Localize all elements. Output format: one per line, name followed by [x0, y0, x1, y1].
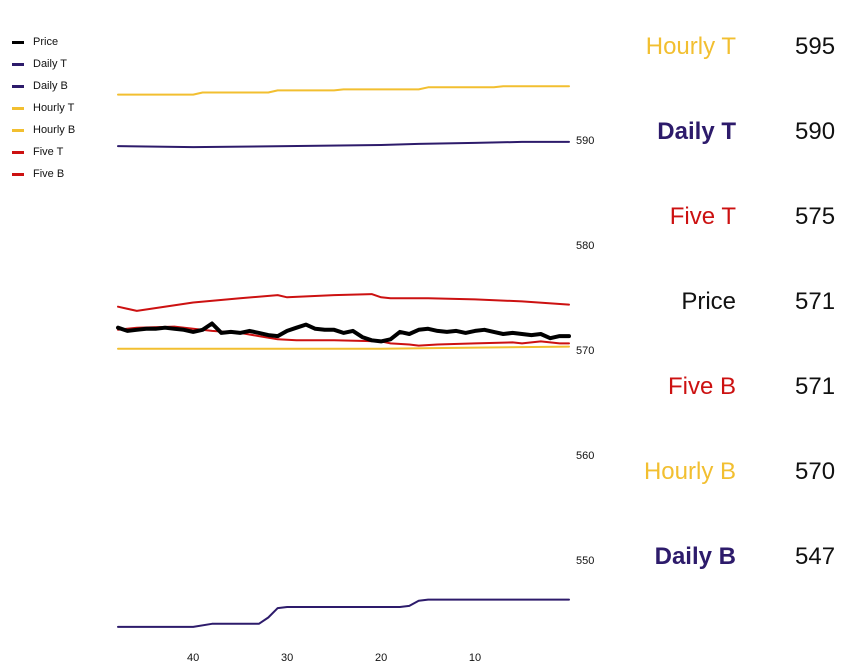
x-tick-label: 30 [281, 652, 293, 664]
summary-value: 595 [795, 33, 836, 60]
summary-row-daily-b: Daily B 547 [600, 537, 854, 577]
summary-value: 571 [795, 288, 836, 315]
y-tick-label: 570 [576, 345, 594, 357]
y-axis-ticks: 590 580 570 560 550 [576, 135, 594, 567]
summary-label: Five B [667, 373, 736, 400]
legend-swatch [12, 172, 24, 176]
x-tick-label: 40 [187, 652, 199, 664]
y-tick-label: 560 [576, 450, 594, 462]
legend-item-five-t[interactable]: Five T [12, 141, 75, 163]
legend-swatch [12, 40, 24, 44]
legend-swatch [12, 106, 24, 110]
summary-label: Five T [669, 203, 736, 230]
legend: Price Daily T Daily B Hourly T Hourly B … [12, 31, 75, 185]
legend-label: Hourly B [33, 124, 76, 136]
series-layer [116, 85, 571, 628]
summary-row-hourly-t: Hourly T 595 [600, 27, 854, 67]
legend-item-daily-t[interactable]: Daily T [12, 53, 75, 75]
summary-row-price: Price 571 [600, 282, 854, 322]
summary-value: 571 [795, 373, 836, 400]
summary-label: Hourly B [643, 458, 736, 485]
legend-item-hourly-t[interactable]: Hourly T [12, 97, 75, 119]
legend-swatch [12, 62, 24, 66]
legend-label: Daily B [33, 80, 68, 92]
legend-label: Five B [33, 168, 65, 180]
summary-label: Price [681, 288, 736, 315]
summary-value: 547 [795, 543, 836, 570]
summary-value: 570 [795, 458, 836, 485]
series-line-five-t [117, 293, 570, 312]
series-line-daily-b [117, 598, 570, 628]
x-axis-ticks: 40 30 20 10 [187, 652, 481, 664]
legend-label: Price [33, 36, 59, 48]
summary-label: Daily T [657, 118, 736, 145]
y-tick-label: 590 [576, 135, 594, 147]
series-line-hourly-b [117, 345, 570, 350]
summary-row-hourly-b: Hourly B 570 [600, 452, 854, 492]
y-tick-label: 550 [576, 555, 594, 567]
legend-label: Hourly T [33, 102, 75, 114]
summary-value: 590 [795, 118, 836, 145]
level-summary-panel: Hourly T 595 Daily T 590 Five T 575 Pric… [600, 0, 854, 600]
legend-label: Daily T [33, 58, 68, 70]
legend-swatch [12, 84, 24, 88]
series-line-daily-t [117, 140, 570, 149]
x-tick-label: 10 [469, 652, 481, 664]
series-line-hourly-t [117, 85, 570, 96]
x-tick-label: 20 [375, 652, 387, 664]
summary-label: Daily B [654, 543, 736, 570]
legend-item-hourly-b[interactable]: Hourly B [12, 119, 75, 141]
legend-label: Five T [33, 146, 64, 158]
summary-label: Hourly T [645, 33, 736, 60]
legend-swatch [12, 128, 24, 132]
legend-item-daily-b[interactable]: Daily B [12, 75, 75, 97]
summary-value: 575 [795, 203, 836, 230]
y-tick-label: 580 [576, 240, 594, 252]
legend-swatch [12, 150, 24, 154]
summary-row-five-b: Five B 571 [600, 367, 854, 407]
summary-row-daily-t: Daily T 590 [600, 112, 854, 152]
summary-row-five-t: Five T 575 [600, 197, 854, 237]
legend-item-five-b[interactable]: Five B [12, 163, 75, 185]
legend-item-price[interactable]: Price [12, 31, 75, 53]
series-line-price [116, 321, 571, 344]
